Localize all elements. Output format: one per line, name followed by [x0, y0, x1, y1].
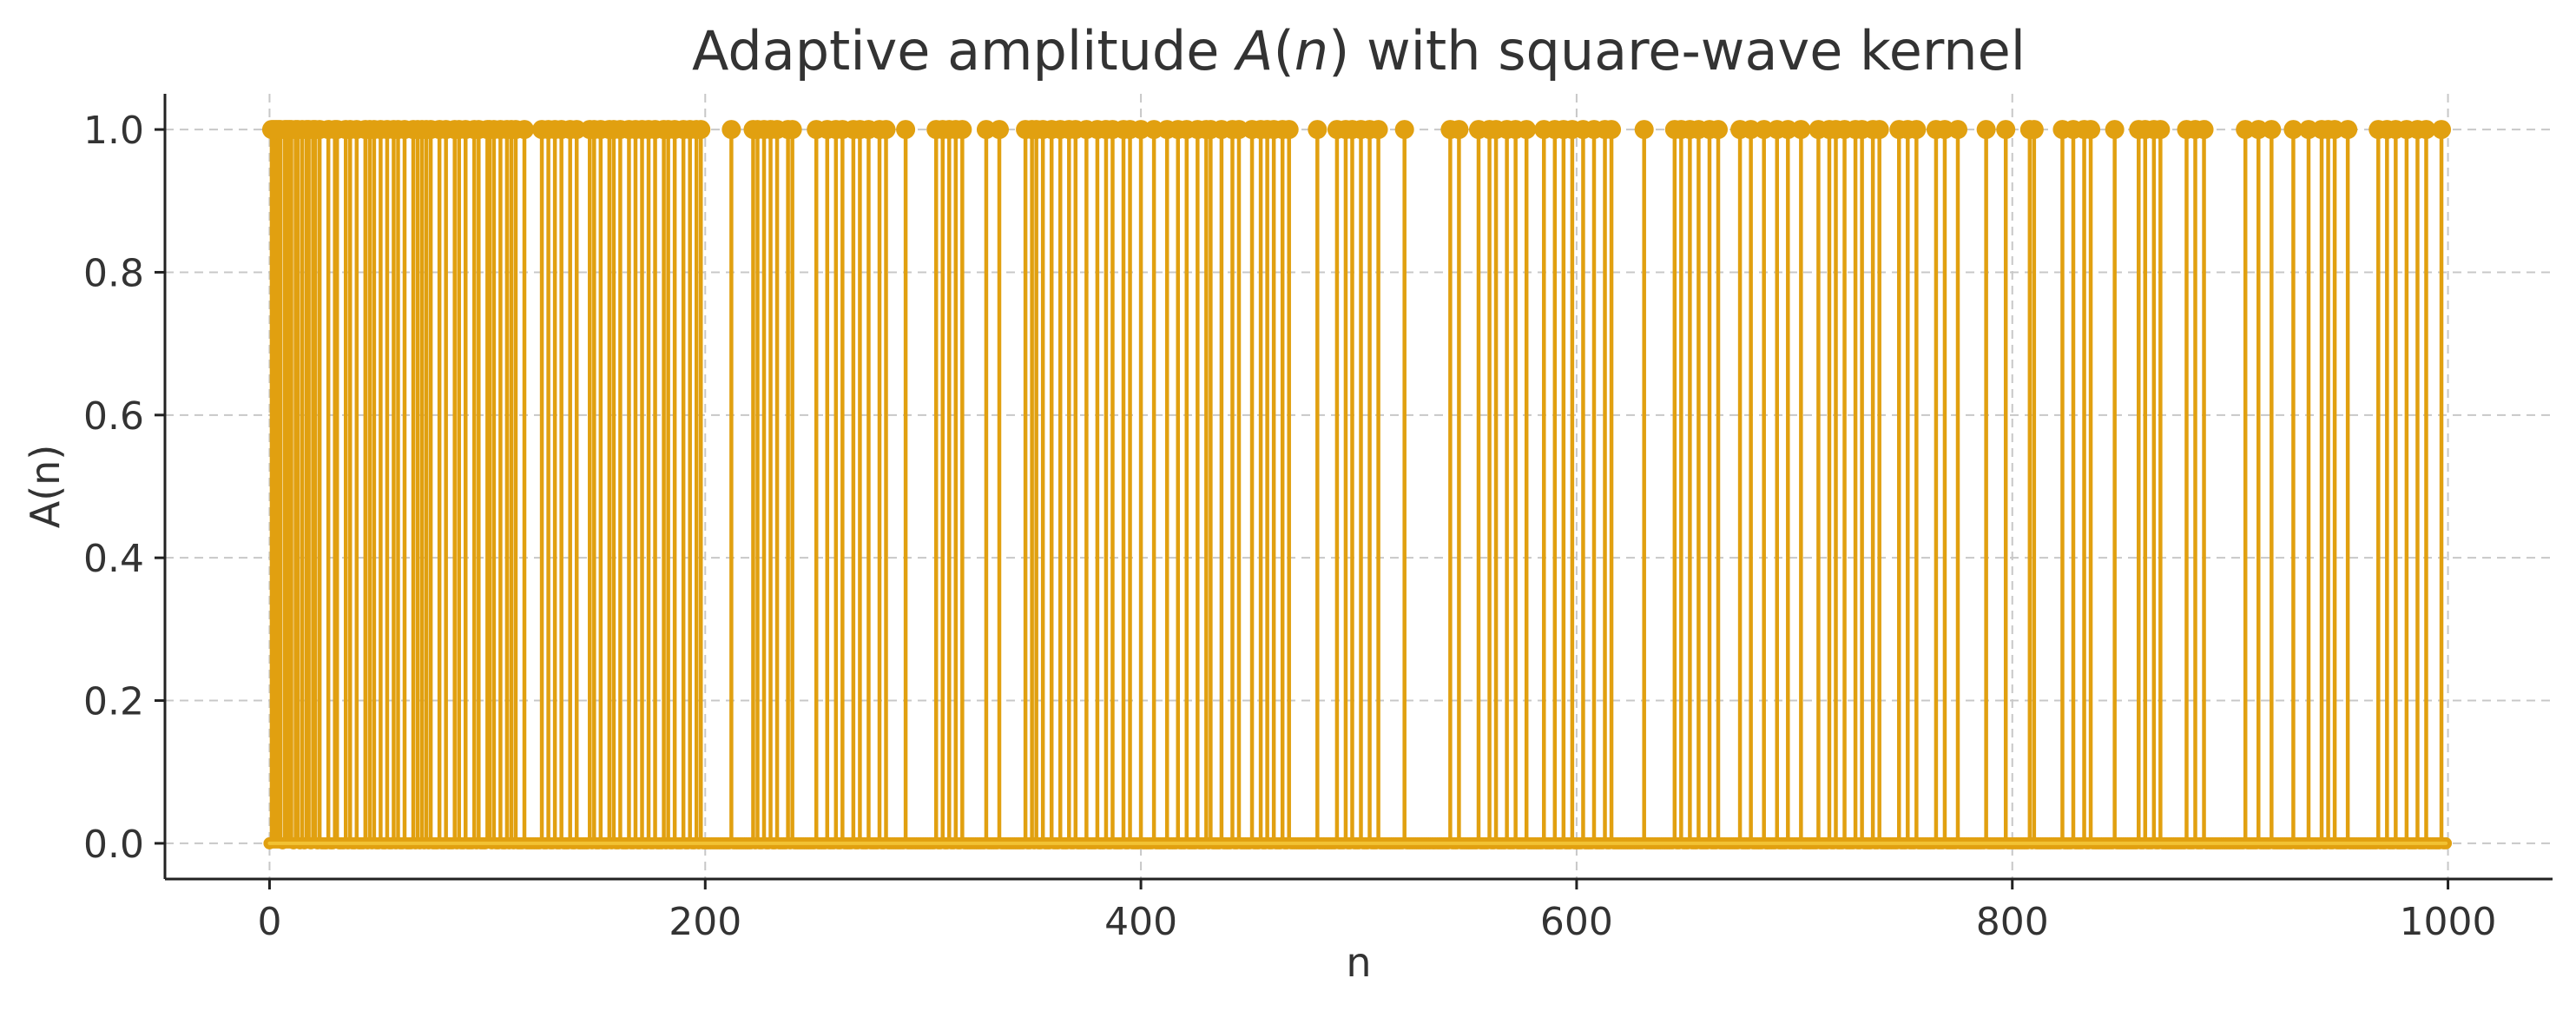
x-tick-label: 600 — [1540, 900, 1613, 944]
stem-marker — [567, 120, 587, 140]
stem-marker — [2262, 120, 2282, 140]
stem-marker — [1907, 120, 1927, 140]
stem-marker — [1948, 120, 1968, 140]
stem-marker — [1754, 120, 1774, 140]
stem-marker — [989, 120, 1009, 140]
stem-marker — [691, 120, 711, 140]
stem-marker — [2338, 120, 2358, 140]
stem-marker — [1709, 120, 1729, 140]
stem-marker — [1741, 120, 1761, 140]
chart-title: Adaptive amplitude A(n) with square-wave… — [692, 19, 2026, 83]
stem-marker — [721, 120, 741, 140]
stem-marker — [952, 120, 972, 140]
stem-marker — [1308, 120, 1328, 140]
stem-marker — [1368, 120, 1388, 140]
stem-marker — [2416, 120, 2436, 140]
stem-marker — [1449, 120, 1469, 140]
y-tick-label: 0.8 — [83, 251, 144, 295]
stem-marker — [1517, 120, 1537, 140]
stem-marker — [876, 120, 896, 140]
ticks: 0.0 0.2 0.4 0.6 0.8 1.0 0 200 400 600 800 1000 — [83, 109, 2497, 944]
stem-marker — [2298, 120, 2318, 140]
stem-marker — [782, 120, 802, 140]
y-axis-label: A(n) — [22, 445, 69, 529]
stem-marker — [1778, 120, 1798, 140]
x-tick-label: 200 — [669, 900, 741, 944]
y-tick-label: 1.0 — [83, 109, 144, 153]
stem-marker — [1996, 120, 2016, 140]
stem-marker — [1229, 120, 1248, 140]
stem-marker — [1144, 120, 1164, 140]
stem-marker — [1634, 120, 1654, 140]
y-tick-label: 0.0 — [83, 823, 144, 867]
stem-marker — [515, 120, 535, 140]
stem-marker — [2249, 120, 2269, 140]
stem-marker — [1394, 120, 1414, 140]
x-tick-label: 0 — [257, 900, 281, 944]
stem-marker — [2236, 120, 2256, 140]
stem-marker — [1869, 120, 1889, 140]
stem-marker — [1279, 120, 1299, 140]
stem-marker — [1791, 120, 1811, 140]
x-axis-label: n — [1346, 939, 1371, 986]
x-tick-label: 400 — [1104, 900, 1177, 944]
x-tick-label: 800 — [1976, 900, 2049, 944]
axes — [163, 94, 2553, 881]
stem-marker — [2325, 120, 2345, 140]
stem-marker — [976, 120, 996, 140]
stem-marker — [2432, 120, 2452, 140]
y-tick-label: 0.6 — [83, 394, 144, 439]
stem-marker — [2283, 120, 2303, 140]
stem-series — [261, 120, 2453, 849]
stem-marker — [896, 120, 916, 140]
stem-marker — [2105, 120, 2125, 140]
stem-marker — [2151, 120, 2171, 140]
stem-marker — [1976, 120, 1996, 140]
y-tick-label: 0.4 — [83, 537, 144, 581]
stem-marker — [1934, 120, 1954, 140]
stem-marker — [2024, 120, 2044, 140]
stem-marker — [1602, 120, 1622, 140]
x-tick-label: 1000 — [2400, 900, 2497, 944]
stem-marker — [2081, 120, 2101, 140]
stem-marker — [2194, 120, 2214, 140]
y-tick-label: 0.2 — [83, 680, 144, 724]
stem-marker — [1131, 120, 1151, 140]
